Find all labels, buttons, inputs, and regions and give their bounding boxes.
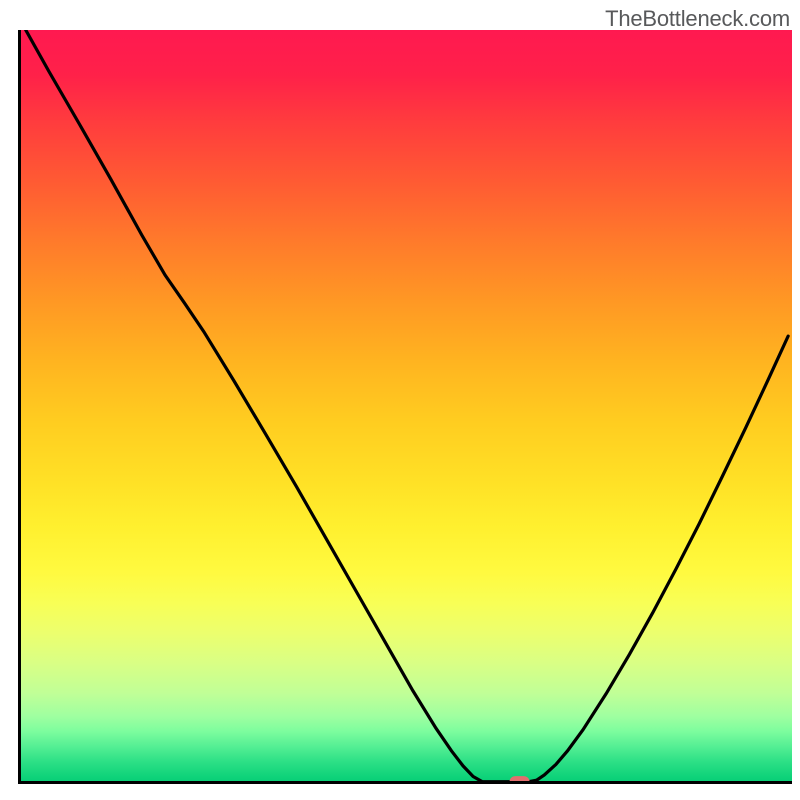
- gradient-background: [18, 30, 792, 784]
- chart-frame: { "watermark": { "text": "TheBottleneck.…: [0, 0, 800, 800]
- watermark-text: TheBottleneck.com: [605, 6, 790, 32]
- axis-line-bottom: [18, 781, 792, 784]
- chart-svg: [18, 30, 792, 784]
- axis-line-left: [18, 30, 21, 784]
- plot-area: [18, 30, 792, 784]
